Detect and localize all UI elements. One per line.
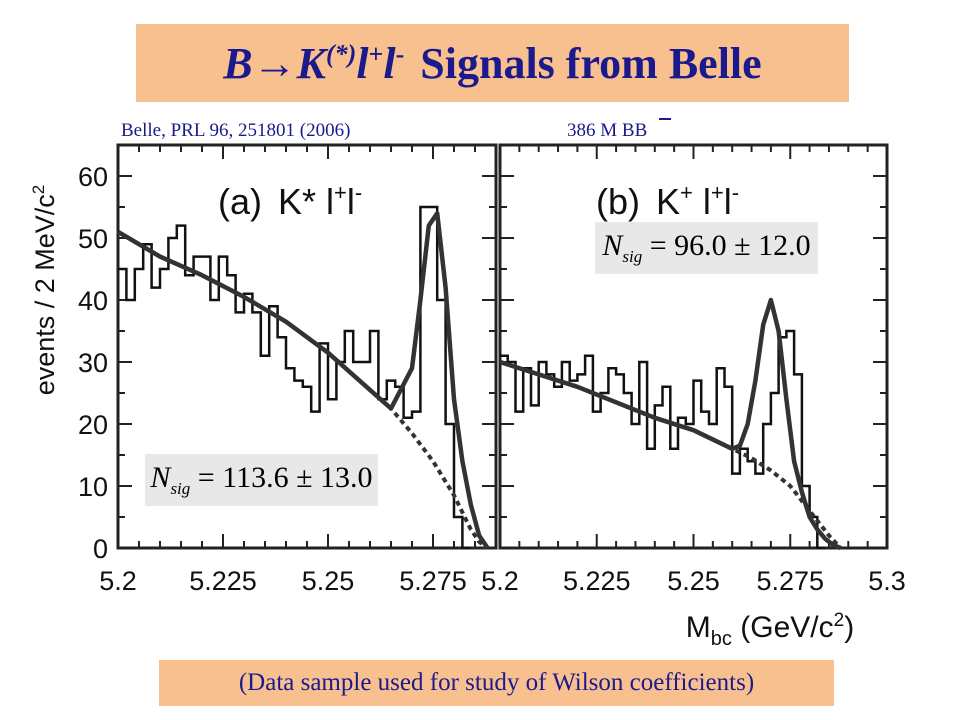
mode-label: K+ l+l-: [656, 180, 739, 222]
title-banner: B→K(*)l+l- Signals from Belle: [136, 24, 849, 102]
histogram-0: [118, 205, 471, 550]
slide-title: B→K(*)l+l- Signals from Belle: [136, 24, 849, 102]
sample-size: 386 M BB: [567, 120, 648, 141]
title-text: Signals from Belle: [420, 38, 762, 88]
y-axis-title: events / 2 MeV/c2: [29, 185, 60, 396]
y-tick-label: 30: [78, 348, 108, 378]
y-tick-label: 20: [78, 410, 108, 440]
x-tick-label: 5.2: [481, 566, 519, 596]
x-tick-label: 5.225: [563, 566, 631, 596]
panel-label: (a): [218, 181, 262, 222]
nsig-box-b: Nsig = 96.0 ± 12.0: [595, 222, 818, 274]
x-tick-label: 5.25: [302, 566, 355, 596]
y-tick-label: 10: [78, 472, 108, 502]
mode-label: K* l+l-: [278, 180, 362, 222]
total-fit-1: [499, 297, 842, 551]
x-axis-title: Mbc (GeV/c2): [686, 610, 854, 650]
citation: Belle, PRL 96, 251801 (2006): [121, 120, 351, 141]
footer-note: (Data sample used for study of Wilson co…: [159, 660, 834, 706]
y-tick-label: 60: [78, 162, 108, 192]
panel-label: (b): [596, 181, 640, 222]
histogram-1: [500, 329, 826, 550]
total-fit-0: [116, 210, 490, 550]
x-tick-label: 5.275: [399, 566, 467, 596]
y-tick-label: 50: [78, 224, 108, 254]
y-tick-label: 0: [93, 534, 108, 564]
title-decay: B→K(*)l+l-: [223, 38, 405, 88]
x-tick-label: 5.3: [868, 566, 906, 596]
y-tick-label: 40: [78, 286, 108, 316]
x-tick-label: 5.225: [189, 566, 257, 596]
x-tick-label: 5.275: [756, 566, 824, 596]
x-tick-label: 5.2: [99, 566, 137, 596]
x-tick-label: 5.25: [667, 566, 720, 596]
nsig-box-a: Nsig = 113.6 ± 13.0: [145, 454, 378, 506]
bbar-overline: [659, 118, 671, 120]
